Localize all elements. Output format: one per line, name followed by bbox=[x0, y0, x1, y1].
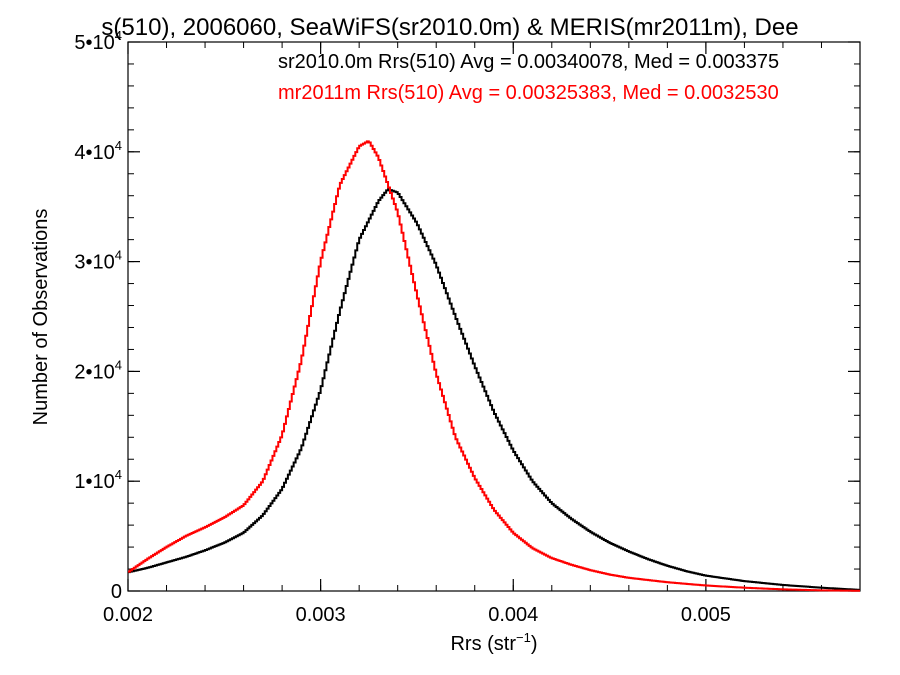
x-axis-label-superscript: −1 bbox=[516, 630, 531, 645]
x-axis-label-main: Rrs (str bbox=[450, 633, 516, 655]
plot-area: 0.002 0.003 0.004 0.005 0 1•104 2•104 3•104 4•10… bbox=[74, 28, 861, 626]
histogram-series-2 bbox=[128, 140, 860, 592]
y-tick-label: 5•104 bbox=[74, 28, 122, 54]
y-tick-label: 0 bbox=[111, 581, 122, 603]
x-tick-label: 0.004 bbox=[488, 604, 538, 626]
y-axis-label: Number of Observations bbox=[30, 209, 52, 426]
y-tick-label: 1•104 bbox=[74, 467, 122, 493]
legend-entry-2: mr2011m Rrs(510) Avg = 0.00325383, Med =… bbox=[278, 82, 779, 104]
histogram-series-1 bbox=[128, 188, 860, 591]
chart-title: s(510), 2006060, SeaWiFS(sr2010.0m) & ME… bbox=[101, 14, 798, 41]
y-tick-label: 4•104 bbox=[74, 138, 122, 164]
legend-entry-1: sr2010.0m Rrs(510) Avg = 0.00340078, Med… bbox=[278, 51, 779, 73]
x-axis-label: Rrs (str−1) bbox=[450, 630, 537, 655]
y-tick-label: 3•104 bbox=[74, 248, 122, 274]
plot-frame bbox=[127, 41, 861, 592]
x-axis-label-close: ) bbox=[531, 633, 538, 655]
x-tick-label: 0.002 bbox=[103, 604, 153, 626]
y-tick-label: 2•104 bbox=[74, 357, 122, 383]
x-tick-label: 0.005 bbox=[681, 604, 731, 626]
x-tick-label: 0.003 bbox=[296, 604, 346, 626]
